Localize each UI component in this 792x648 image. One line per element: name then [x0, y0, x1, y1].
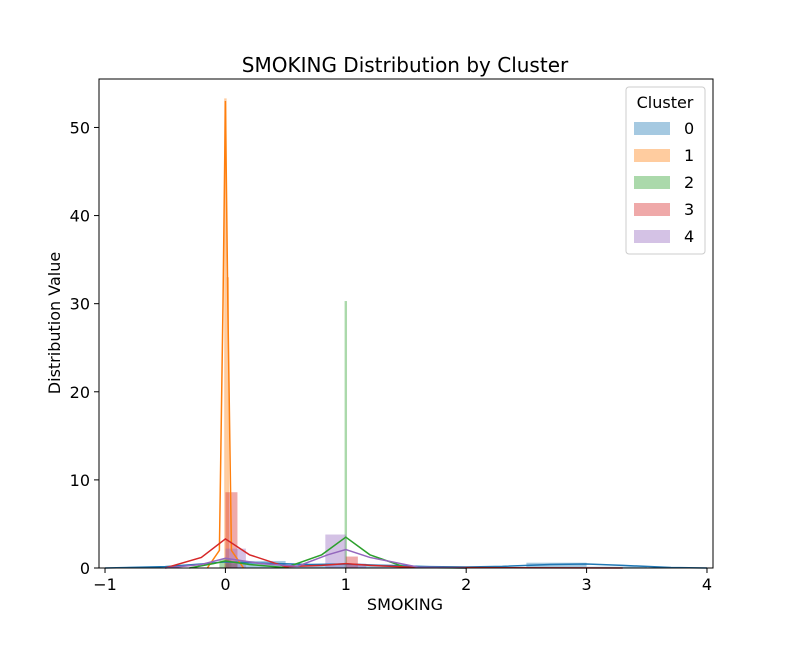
- x-tick-label: −1: [93, 575, 117, 594]
- x-tick-label: 0: [220, 575, 230, 594]
- legend-label-cluster-1: 1: [684, 146, 694, 165]
- x-axis: −1 0 1 2 3 4: [93, 568, 712, 594]
- x-tick-label: 4: [702, 575, 712, 594]
- x-tick-label: 3: [581, 575, 591, 594]
- bar-cluster-4-1: [325, 534, 346, 568]
- legend-swatch-cluster-1: [634, 149, 670, 162]
- bar-cluster-2-2: [219, 559, 232, 568]
- x-axis-label: SMOKING: [367, 595, 443, 614]
- legend-box: [625, 86, 706, 255]
- x-tick-label: 2: [461, 575, 471, 594]
- legend-label-cluster-3: 3: [684, 200, 694, 219]
- chart-title: SMOKING Distribution by Cluster: [242, 53, 569, 77]
- legend-label-cluster-4: 4: [684, 227, 694, 246]
- y-tick-label: 40: [70, 207, 90, 226]
- kde-line-cluster-3: [165, 537, 623, 569]
- kde-line-cluster-1: [206, 101, 245, 569]
- kde-layer: [105, 101, 707, 569]
- bar-cluster-0-3: [526, 562, 587, 568]
- bar-cluster-4-2: [345, 563, 367, 568]
- legend-title: Cluster: [637, 93, 694, 112]
- legend-label-cluster-0: 0: [684, 119, 694, 138]
- legend-label-cluster-2: 2: [684, 173, 694, 192]
- bar-cluster-2-0: [344, 301, 348, 568]
- y-tick-label: 20: [70, 383, 90, 402]
- legend-swatch-cluster-0: [634, 122, 670, 135]
- y-tick-label: 50: [70, 118, 90, 137]
- bar-cluster-1-1: [226, 277, 230, 568]
- bar-cluster-0-1: [285, 564, 346, 568]
- kde-line-cluster-4: [165, 548, 467, 569]
- bar-cluster-3-1: [345, 556, 358, 568]
- y-tick-label: 0: [80, 559, 90, 578]
- legend-swatch-cluster-3: [634, 203, 670, 216]
- y-axis-label: Distribution Value: [45, 252, 64, 394]
- bar-cluster-2-1: [225, 563, 238, 568]
- x-tick-label: 1: [341, 575, 351, 594]
- plot-area-frame: [98, 78, 714, 569]
- legend-swatch-cluster-4: [634, 230, 670, 243]
- bar-cluster-1-0: [224, 98, 227, 568]
- legend-items: 0 1 2 3 4: [634, 119, 694, 246]
- y-axis: 0 10 20 30 40 50: [70, 118, 99, 578]
- legend: Cluster 0 1 2 3 4: [625, 86, 706, 255]
- legend-swatch-cluster-2: [634, 176, 670, 189]
- y-tick-label: 30: [70, 295, 90, 314]
- y-tick-label: 10: [70, 471, 90, 490]
